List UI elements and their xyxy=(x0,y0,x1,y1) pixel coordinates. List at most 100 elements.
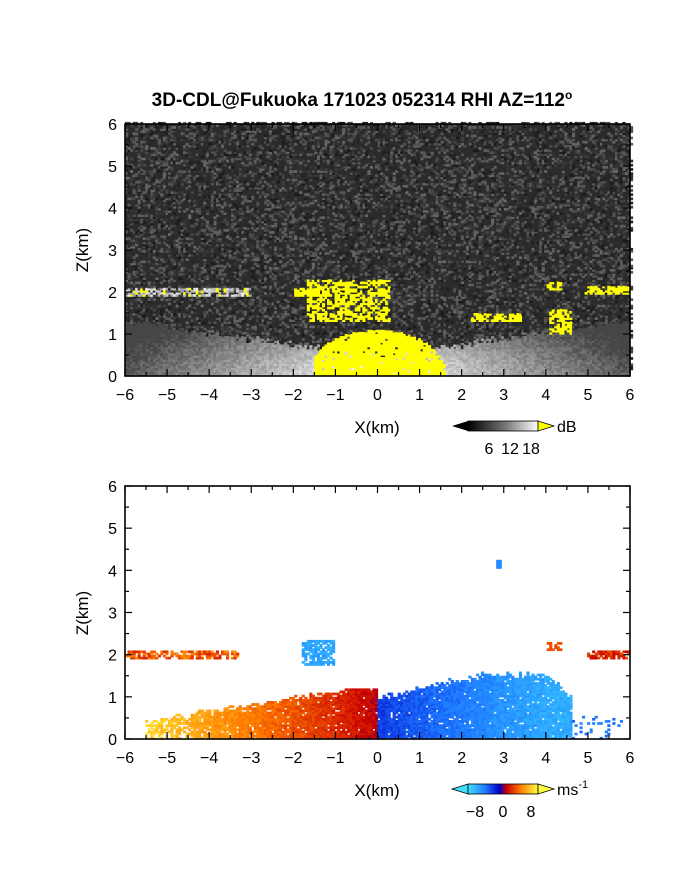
snr-cell xyxy=(415,352,419,356)
snr-cell xyxy=(130,367,134,371)
snr-cell xyxy=(334,355,338,358)
snr-cell xyxy=(162,361,166,364)
snr-cell xyxy=(523,350,528,354)
snr-cell xyxy=(213,346,217,350)
snr-cell xyxy=(258,355,262,358)
snr-cell xyxy=(544,357,548,360)
snr-cell xyxy=(279,367,283,371)
snr-cell xyxy=(435,371,439,375)
snr-cell xyxy=(587,361,591,364)
snr-cell xyxy=(594,350,598,354)
snr-cell xyxy=(549,350,553,354)
snr-cell xyxy=(478,363,482,367)
snr-cell xyxy=(549,359,553,362)
snr-cell xyxy=(268,363,273,367)
snr-cell xyxy=(407,369,411,373)
snr-cell xyxy=(397,363,401,367)
snr-cell xyxy=(268,355,273,358)
snr-cell xyxy=(347,359,351,362)
snr-cell xyxy=(521,359,525,362)
snr-cell xyxy=(582,357,586,360)
snr-cell xyxy=(402,363,406,367)
snr-cell xyxy=(622,363,626,367)
snr-cell xyxy=(135,348,139,352)
snr-cell xyxy=(617,361,621,364)
snr-cell xyxy=(402,357,406,360)
snr-cell xyxy=(385,371,389,375)
snr-cell xyxy=(284,310,288,314)
snr-cell xyxy=(152,357,156,360)
snr-cell xyxy=(498,361,502,364)
snr-cell xyxy=(185,355,189,358)
snr-cell xyxy=(511,365,515,369)
snr-cell xyxy=(344,348,348,352)
snr-cell xyxy=(215,348,220,352)
snr-cell xyxy=(518,355,523,358)
snr-cell xyxy=(193,365,197,369)
snr-cell xyxy=(321,361,326,364)
snr-cell xyxy=(203,348,207,352)
snr-cell xyxy=(604,352,608,356)
snr-cell xyxy=(321,363,326,367)
snr-cell xyxy=(407,361,411,364)
snr-cell xyxy=(445,365,449,369)
snr-cell xyxy=(127,350,131,354)
snr-cell xyxy=(152,371,156,375)
snr-cell xyxy=(589,352,593,356)
snr-cell xyxy=(460,369,464,373)
snr-cell xyxy=(349,361,353,364)
snr-cell xyxy=(364,350,368,354)
snr-cell xyxy=(180,369,184,373)
snr-cell xyxy=(352,363,356,367)
snr-cell xyxy=(624,361,629,364)
snr-cell xyxy=(137,371,141,375)
snr-cell xyxy=(521,350,525,354)
snr-cell xyxy=(357,348,361,352)
snr-cell xyxy=(316,357,321,360)
snr-cell xyxy=(602,371,606,375)
snr-cell xyxy=(433,365,437,369)
snr-cell xyxy=(339,352,343,356)
snr-cell xyxy=(309,361,313,364)
snr-cell xyxy=(188,369,192,373)
snr-cell xyxy=(410,350,414,354)
snr-cell xyxy=(380,357,384,360)
snr-cell xyxy=(397,365,401,369)
snr-cell xyxy=(253,350,257,354)
snr-cell xyxy=(478,361,482,364)
snr-cell xyxy=(440,371,444,375)
snr-cell xyxy=(327,363,331,367)
snr-cell xyxy=(549,348,553,352)
snr-cell xyxy=(478,357,482,360)
snr-cell xyxy=(185,352,189,356)
snr-cell xyxy=(443,363,447,367)
snr-cell xyxy=(339,357,343,360)
snr-cell xyxy=(188,367,192,371)
snr-cell xyxy=(468,367,472,371)
snr-cell xyxy=(473,350,477,354)
snr-cell xyxy=(296,361,300,364)
snr-cell xyxy=(188,346,192,350)
snr-cell xyxy=(458,350,462,354)
snr-cell xyxy=(602,355,606,358)
snr-cell xyxy=(135,350,139,354)
snr-cell xyxy=(445,357,449,360)
snr-cell xyxy=(395,359,399,362)
snr-cell xyxy=(314,350,318,354)
snr-cell xyxy=(294,367,298,371)
snr-cell xyxy=(392,367,396,371)
snr-cell xyxy=(175,346,179,350)
snr-cell xyxy=(359,350,363,354)
snr-cell xyxy=(152,361,156,364)
snr-cell xyxy=(218,369,222,373)
snr-cell xyxy=(488,361,492,364)
snr-cell xyxy=(518,361,523,364)
snr-cell xyxy=(526,350,530,354)
snr-cell xyxy=(203,369,207,373)
snr-cell xyxy=(579,361,583,364)
snr-cell xyxy=(306,348,310,352)
snr-cell xyxy=(395,363,399,367)
snr-cell xyxy=(248,365,252,369)
snr-cell xyxy=(165,346,169,350)
snr-cell xyxy=(150,359,154,362)
